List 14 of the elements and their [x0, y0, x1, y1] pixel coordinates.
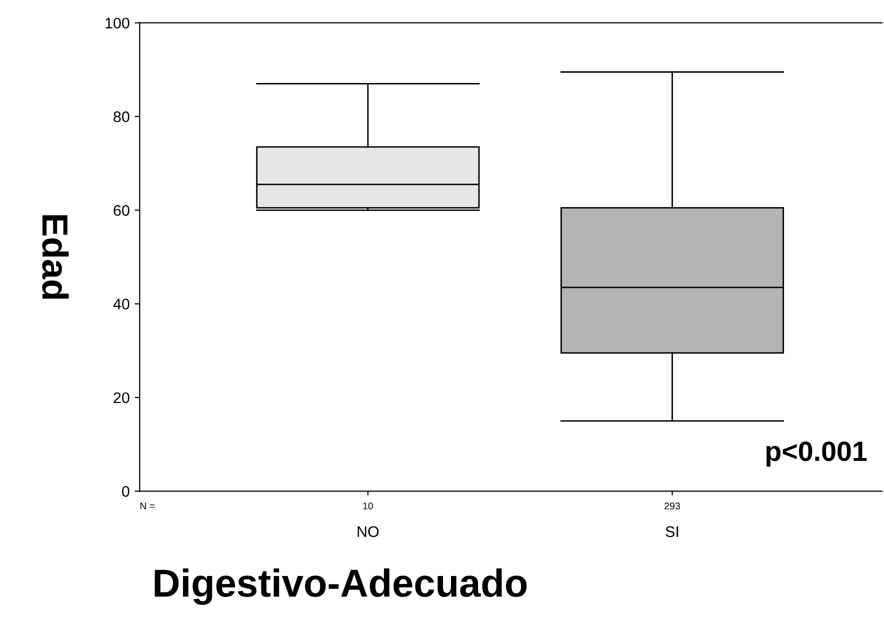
y-axis-title: Edad [42, 215, 69, 299]
y-tick-label: 100 [106, 18, 130, 29]
y-tick-label: 0 [122, 486, 130, 497]
annotation: p<0.001 [766, 441, 867, 467]
x-axis-title: Digestivo-Adecuado [154, 568, 527, 605]
text: N = [140, 502, 155, 510]
y-tick-label: 20 [114, 392, 130, 404]
text: 10 [363, 502, 373, 510]
y-tick-label: 60 [114, 205, 130, 216]
y-tick-label: 40 [113, 298, 130, 310]
x-tick-label: NO [358, 526, 379, 538]
text: 293 [664, 502, 680, 510]
x-tick-label: SI [666, 526, 678, 538]
y-tick-label: 80 [114, 111, 130, 122]
